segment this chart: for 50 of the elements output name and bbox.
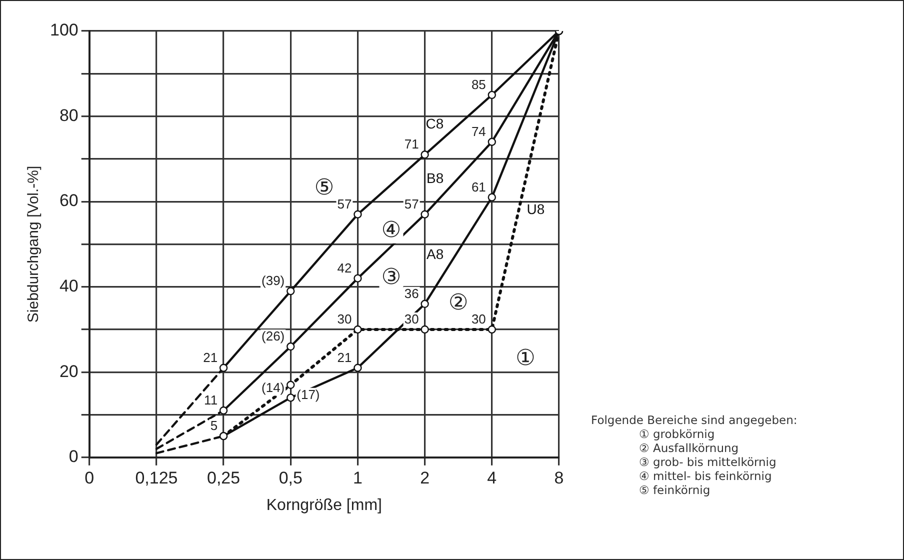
- x-tick-label: 8: [554, 468, 564, 488]
- data-label: 30: [337, 312, 352, 327]
- data-label: 85: [471, 77, 486, 92]
- text: ⑤ feinkörnig: [638, 483, 712, 497]
- data-label: 30: [404, 312, 419, 327]
- data-label: (39): [262, 273, 285, 288]
- x-tick-label: 2: [420, 468, 430, 488]
- data-label: 30: [471, 312, 486, 327]
- data-label: 57: [404, 196, 419, 212]
- y-tick-label: 80: [59, 106, 78, 125]
- text: ① grobkörnig: [638, 427, 716, 441]
- data-label: (14): [262, 380, 285, 395]
- text: ④ mittel- bis feinkörnig: [638, 469, 773, 483]
- text: ③ grob- bis mittelkörnig: [638, 455, 778, 469]
- x-tick-label: 0,125: [135, 468, 178, 488]
- annotation: ⑤: [314, 175, 334, 200]
- annotation: ④: [381, 218, 402, 244]
- data-label: 42: [337, 260, 352, 276]
- series-label: U8: [526, 200, 545, 217]
- y-tick-label: 20: [59, 362, 78, 381]
- x-tick-label: 0: [84, 468, 94, 488]
- y-tick-label: 0: [68, 447, 78, 466]
- series-label: C8: [426, 116, 444, 132]
- data-label: 5: [210, 418, 218, 434]
- x-tick-label: 1: [352, 468, 362, 488]
- data-label: 21: [337, 350, 352, 365]
- x-tick-label: 4: [487, 468, 497, 488]
- y-axis-title: Siebdurchgang [Vol.-%]: [25, 166, 42, 323]
- data-label: 61: [471, 179, 486, 194]
- annotation: ③: [381, 265, 402, 290]
- annotation: ②: [448, 290, 468, 316]
- annotation: ①: [516, 346, 536, 372]
- x-axis-title: Korngröße [mm]: [266, 496, 382, 514]
- x-tick-label: 0,25: [207, 468, 240, 488]
- data-label: (17): [296, 386, 320, 402]
- data-label: 36: [404, 286, 419, 301]
- series-label: B8: [426, 170, 444, 186]
- data-label: 21: [203, 350, 218, 365]
- x-tick-label: 0,5: [278, 468, 302, 488]
- text: ② Ausfallkörnung: [638, 441, 740, 455]
- data-label: (26): [262, 328, 285, 344]
- data-label: 74: [471, 124, 486, 139]
- data-label: 11: [204, 392, 218, 408]
- text: Folgende Bereiche sind angegeben:: [591, 413, 798, 427]
- y-tick-label: 100: [50, 20, 78, 40]
- data-label: 71: [404, 136, 419, 152]
- series-label: A8: [426, 246, 444, 262]
- y-tick-label: 60: [59, 191, 78, 210]
- data-label: 57: [337, 196, 352, 212]
- y-tick-label: 40: [59, 276, 78, 296]
